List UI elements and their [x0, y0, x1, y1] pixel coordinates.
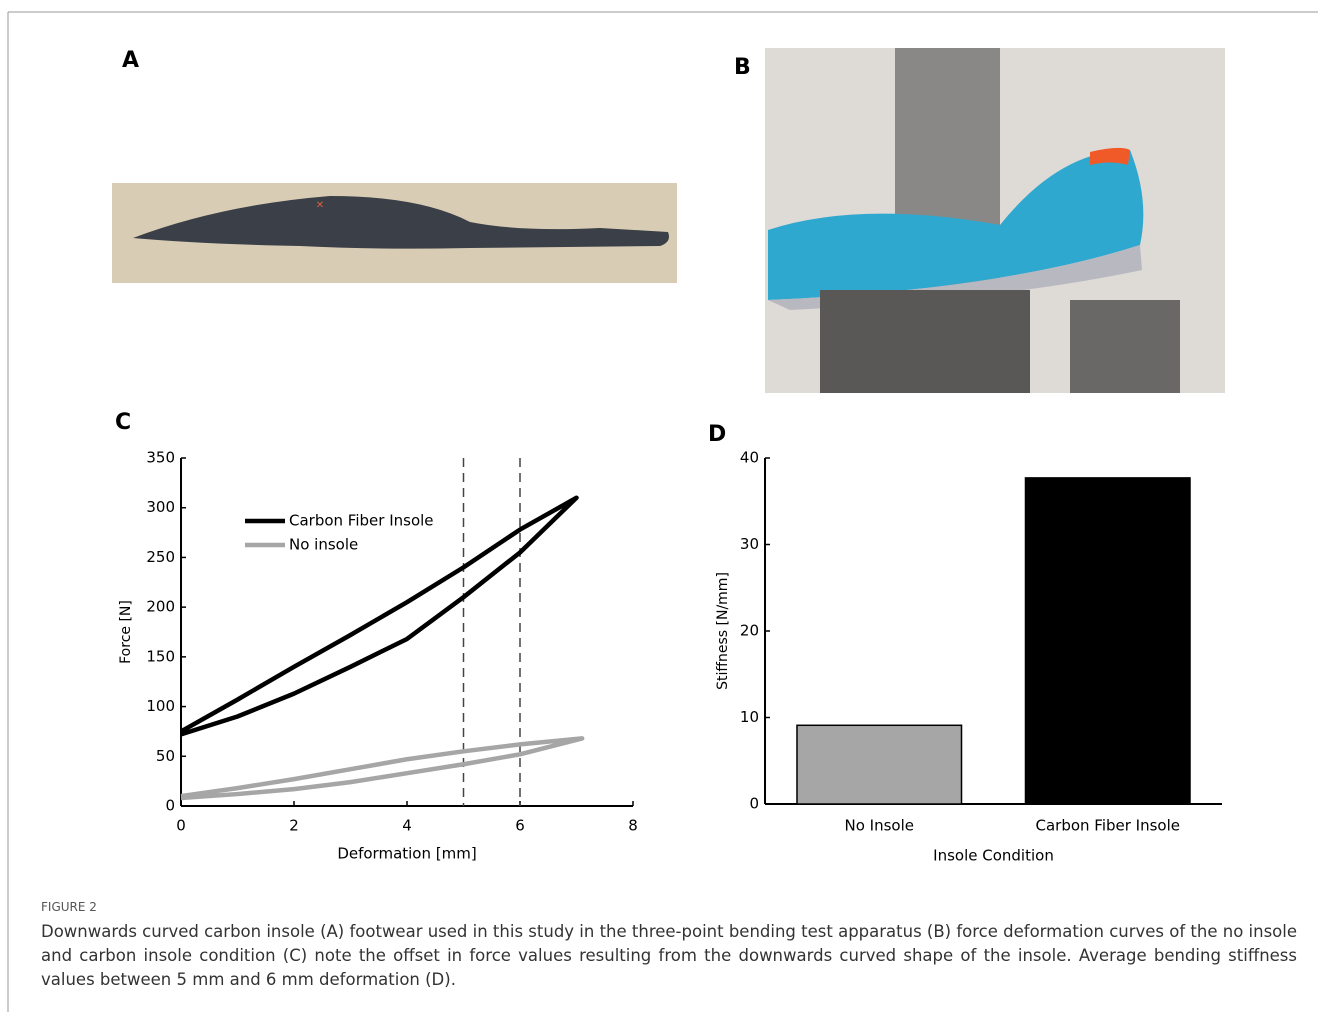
y-tick-label: 100 [146, 697, 175, 715]
svg-text:✕: ✕ [316, 200, 324, 211]
caption-label: FIGURE 2 [41, 900, 97, 914]
caption-text: Downwards curved carbon insole (A) footw… [41, 920, 1297, 992]
panel-label: D [708, 422, 726, 447]
y-tick-label: 30 [740, 535, 759, 553]
bar [1025, 478, 1190, 804]
x-tick-label: 2 [289, 817, 299, 835]
y-tick-label: 350 [146, 449, 175, 467]
y-tick-label: 40 [740, 449, 759, 467]
y-tick-label: 50 [156, 747, 175, 765]
y-axis-label: Force [N] [118, 600, 134, 664]
panel-label: A [122, 48, 139, 73]
x-axis-label: Deformation [mm] [337, 845, 476, 863]
x-tick-label: 0 [176, 817, 186, 835]
panel-label: B [734, 55, 751, 80]
figure: A B C D ✕ 05010015020025030035002468Defo… [0, 0, 1318, 1012]
y-tick-label: 150 [146, 647, 175, 665]
photo-insole: ✕ [112, 183, 677, 283]
page: A B C D ✕ 05010015020025030035002468Defo… [0, 0, 1318, 1012]
series-line [181, 498, 577, 735]
legend-label: Carbon Fiber Insole [289, 512, 434, 530]
y-tick-label: 20 [740, 622, 759, 640]
panel-label: C [115, 410, 131, 435]
x-tick-label: 8 [628, 817, 638, 835]
legend-label: No insole [289, 536, 358, 554]
x-tick-label: 4 [402, 817, 412, 835]
x-tick-label: No Insole [845, 817, 915, 835]
y-tick-label: 0 [165, 797, 175, 815]
y-tick-label: 300 [146, 498, 175, 516]
y-tick-label: 200 [146, 598, 175, 616]
series-line [181, 738, 582, 798]
photo-apparatus [765, 48, 1225, 393]
y-tick-label: 10 [740, 708, 759, 726]
y-tick-label: 250 [146, 548, 175, 566]
y-axis-label: Stiffness [N/mm] [715, 572, 731, 690]
x-axis-label: Insole Condition [933, 847, 1054, 865]
x-tick-label: 6 [515, 817, 525, 835]
x-tick-label: Carbon Fiber Insole [1035, 817, 1180, 835]
bar [797, 725, 962, 804]
y-tick-label: 0 [749, 795, 759, 813]
